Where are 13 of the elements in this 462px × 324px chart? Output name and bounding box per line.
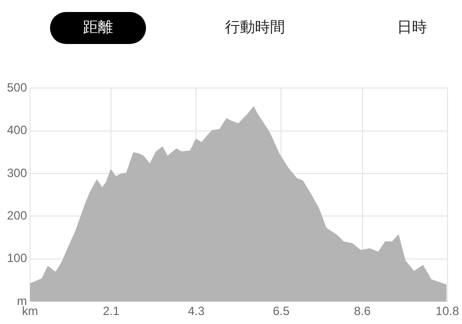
x-tick-label: 2.1 [102,304,120,318]
x-tick-label: 10.8 [436,304,460,318]
x-tick-label: 8.6 [354,304,371,318]
y-tick-label: 400 [6,123,28,138]
y-tick-label: 200 [6,208,28,223]
text: 行動時間 [224,18,286,38]
text: 日時 [396,18,428,38]
y-tick-label: 100 [6,251,28,266]
y-tick-label: 500 [6,80,28,95]
x-tick-label: 6.5 [272,304,290,318]
text: 距離 [50,12,146,44]
y-tick-label: 300 [6,166,28,180]
x-tick-label: 4.3 [188,304,205,318]
